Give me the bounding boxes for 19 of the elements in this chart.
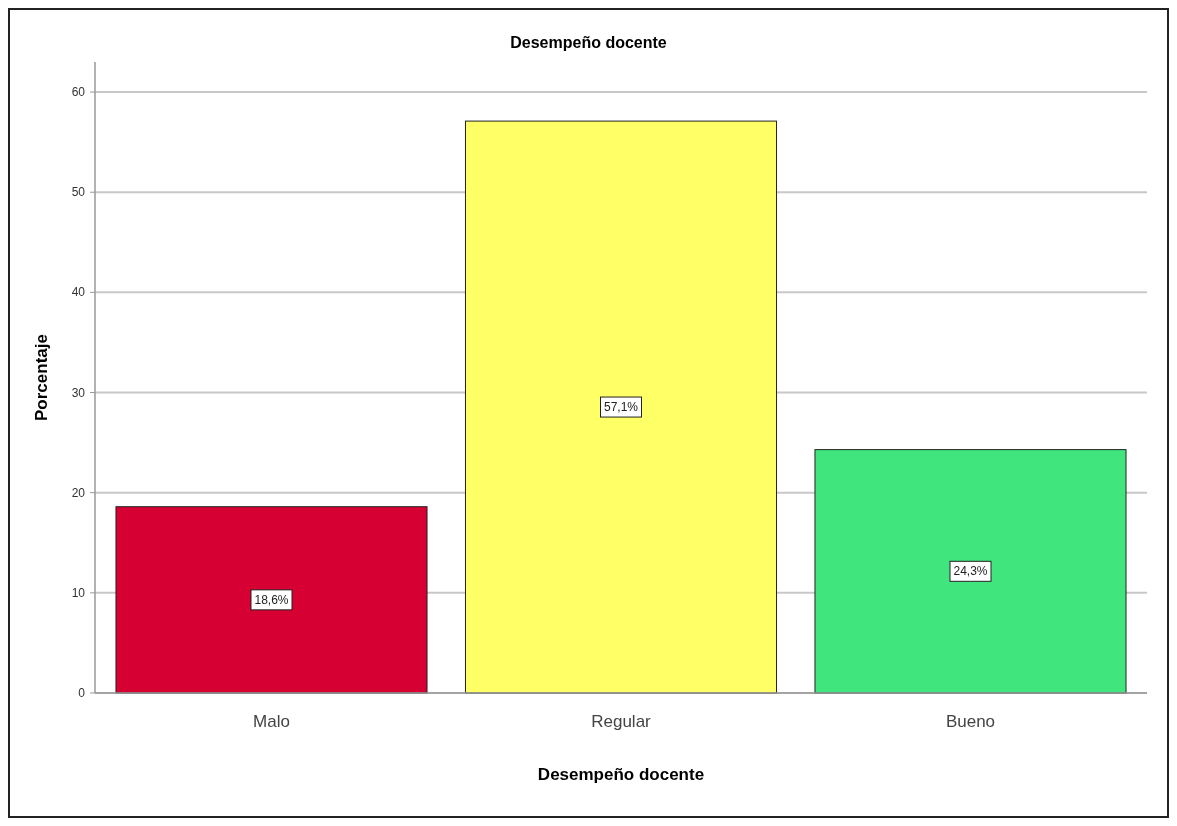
y-tick-label: 50	[71, 185, 86, 200]
y-tick-label: 10	[71, 585, 86, 600]
chart-title: Desempeño docente	[510, 34, 667, 51]
y-tick-label: 30	[71, 385, 86, 400]
x-tick-label: Malo	[253, 712, 290, 731]
y-tick-label: 0	[78, 686, 86, 700]
y-tick-label: 60	[71, 85, 86, 100]
y-tick-label: 20	[71, 485, 86, 500]
data-label: 24,3%	[953, 564, 988, 579]
data-label: 18,6%	[254, 592, 289, 607]
bar	[464, 120, 778, 694]
x-axis-title: Desempeño docente	[537, 765, 705, 784]
data-label: 57,1%	[603, 400, 639, 415]
x-tick-label: Bueno	[945, 712, 996, 731]
bar	[814, 449, 1127, 694]
x-tick-label: Regular	[591, 712, 652, 731]
bar	[115, 506, 428, 694]
y-axis-title: Porcentaje	[32, 334, 51, 421]
y-tick-label: 40	[71, 285, 86, 300]
